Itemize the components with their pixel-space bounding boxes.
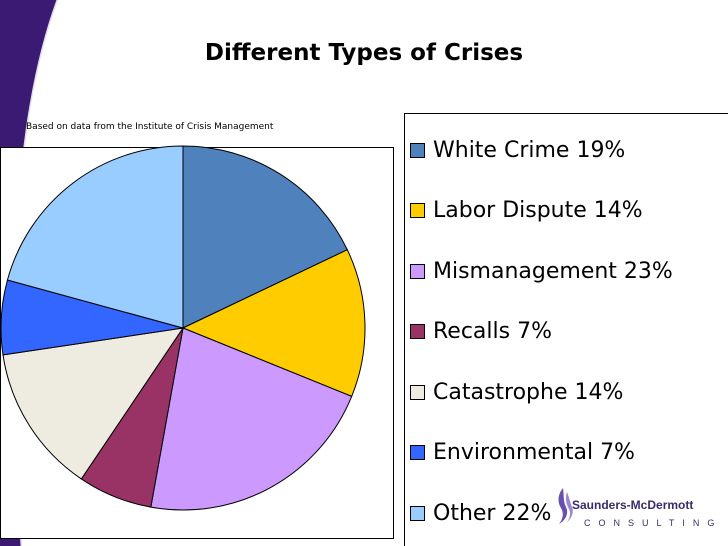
- legend-label-white-crime: White Crime 19%: [433, 137, 626, 163]
- legend-item-labor-dispute: Labor Dispute 14%: [410, 196, 643, 226]
- source-note: Based on data from the Institute of Cris…: [26, 122, 274, 132]
- company-logo: Saunders-McDermott CONSULTING: [550, 486, 720, 536]
- legend-item-white-crime: White Crime 19%: [410, 135, 625, 165]
- legend-label-mismanagement: Mismanagement 23%: [433, 258, 673, 284]
- legend-frame: [404, 113, 728, 546]
- legend-label-recalls: Recalls 7%: [433, 319, 552, 344]
- pie-slice-mismanagement: [150, 327, 353, 511]
- pie-slice-white-crime: [182, 145, 348, 329]
- legend-item-environmental: Environmental 7%: [410, 438, 635, 468]
- legend-item-catastrophe: Catastrophe 14%: [410, 377, 623, 407]
- legend-item-mismanagement: Mismanagement 23%: [410, 256, 673, 286]
- slide-title: Different Types of Crises: [204, 40, 524, 66]
- logo-tagline: CONSULTING: [584, 518, 723, 528]
- legend-item-other: Other 22%: [410, 498, 551, 528]
- pie-slice-labor-dispute: [181, 249, 366, 398]
- legend-item-recalls: Recalls 7%: [410, 317, 552, 347]
- pie-chart: [0, 145, 366, 511]
- legend-label-environmental: Environmental 7%: [433, 440, 635, 465]
- legend-swatch-catastrophe: [410, 384, 425, 400]
- pie-slice-catastrophe: [2, 327, 185, 480]
- legend-label-labor-dispute: Labor Dispute 14%: [433, 198, 643, 223]
- legend-swatch-mismanagement: [410, 263, 425, 279]
- legend-swatch-white-crime: [410, 142, 425, 158]
- pie-slice-other: [6, 145, 184, 329]
- legend-label-other: Other 22%: [433, 500, 552, 526]
- legend-swatch-labor-dispute: [410, 203, 425, 218]
- legend-swatch-other: [410, 505, 425, 521]
- legend-swatch-environmental: [410, 445, 425, 460]
- legend-swatch-recalls: [410, 324, 425, 339]
- logo-name: Saunders-McDermott: [572, 498, 694, 512]
- legend-label-catastrophe: Catastrophe 14%: [433, 379, 624, 405]
- logo-mark-icon: [558, 488, 573, 524]
